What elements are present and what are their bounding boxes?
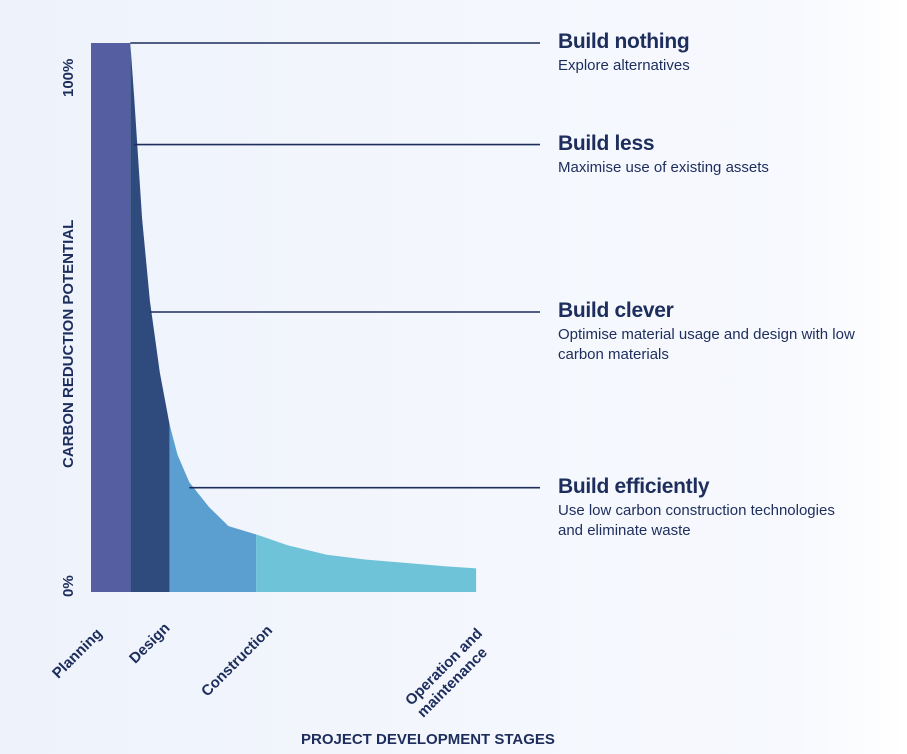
annotation-desc-2: Maximise use of existing assets (558, 158, 769, 176)
annotation-desc-1: Explore alternatives (558, 57, 690, 74)
annotation-title-3: Build clever (558, 299, 674, 322)
stage-areas (91, 43, 477, 592)
stage-area-1 (91, 43, 131, 592)
stage-area-2 (130, 43, 170, 592)
annotation-title-1: Build nothing (558, 30, 690, 53)
annotation-desc-4: Use low carbon construction technologies… (558, 501, 835, 539)
x-axis-label: PROJECT DEVELOPMENT STAGES (301, 731, 555, 748)
y-tick-0: 0% (60, 575, 77, 597)
y-axis-label: CARBON REDUCTION POTENTIAL (60, 219, 77, 468)
annotation-title-4: Build efficiently (558, 474, 710, 498)
annotation-title-2: Build less (558, 131, 655, 155)
y-tick-100: 100% (60, 58, 77, 97)
stage-area-4 (256, 534, 477, 592)
annotation-leader-lines (130, 42, 540, 489)
stage-area-3 (169, 424, 257, 592)
annotation-desc-3: Optimise material usage and design with … (558, 326, 855, 363)
